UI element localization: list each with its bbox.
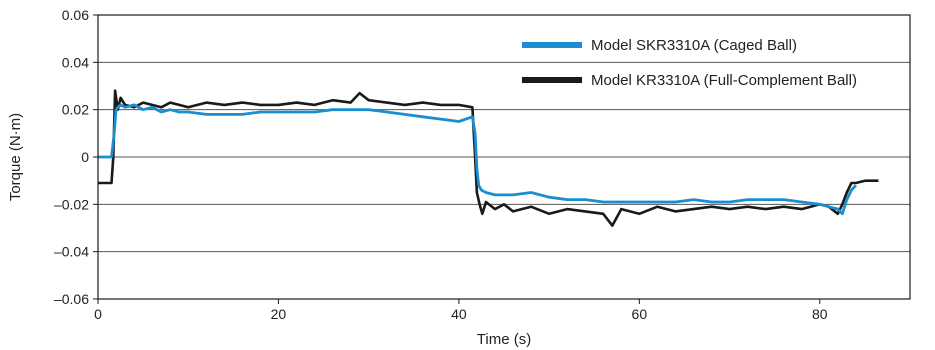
x-tick-label-0: 0 (94, 306, 102, 322)
x-tick-label-3: 60 (632, 306, 648, 322)
legend: Model SKR3310A (Caged Ball) Model KR3310… (522, 37, 857, 89)
legend-label-caged: Model SKR3310A (Caged Ball) (591, 37, 797, 54)
y-tick-label-3: 0 (81, 149, 89, 165)
ticks-layer: –0.06 –0.04 –0.02 0 0.02 0.04 0.06 0 20 40 60 80 (54, 7, 828, 322)
y-tick-label-5: 0.04 (62, 54, 89, 70)
x-axis-title: Time (s) (477, 331, 531, 348)
series-layer (98, 89, 879, 227)
series-line-full-complement (98, 89, 879, 227)
y-tick-label-6: 0.06 (62, 7, 89, 23)
legend-label-full-complement: Model KR3310A (Full-Complement Ball) (591, 72, 857, 89)
y-tick-label-1: –0.04 (54, 244, 89, 260)
grid-layer (98, 61, 910, 253)
y-tick-label-4: 0.02 (62, 102, 89, 118)
y-tick-label-0: –0.06 (54, 291, 89, 307)
series-line-caged (98, 103, 857, 216)
x-tick-label-1: 20 (271, 306, 287, 322)
x-tick-label-4: 80 (812, 306, 828, 322)
y-axis-title: Torque (N·m) (7, 113, 24, 201)
x-tick-label-2: 40 (451, 306, 467, 322)
y-tick-label-2: –0.02 (54, 196, 89, 212)
